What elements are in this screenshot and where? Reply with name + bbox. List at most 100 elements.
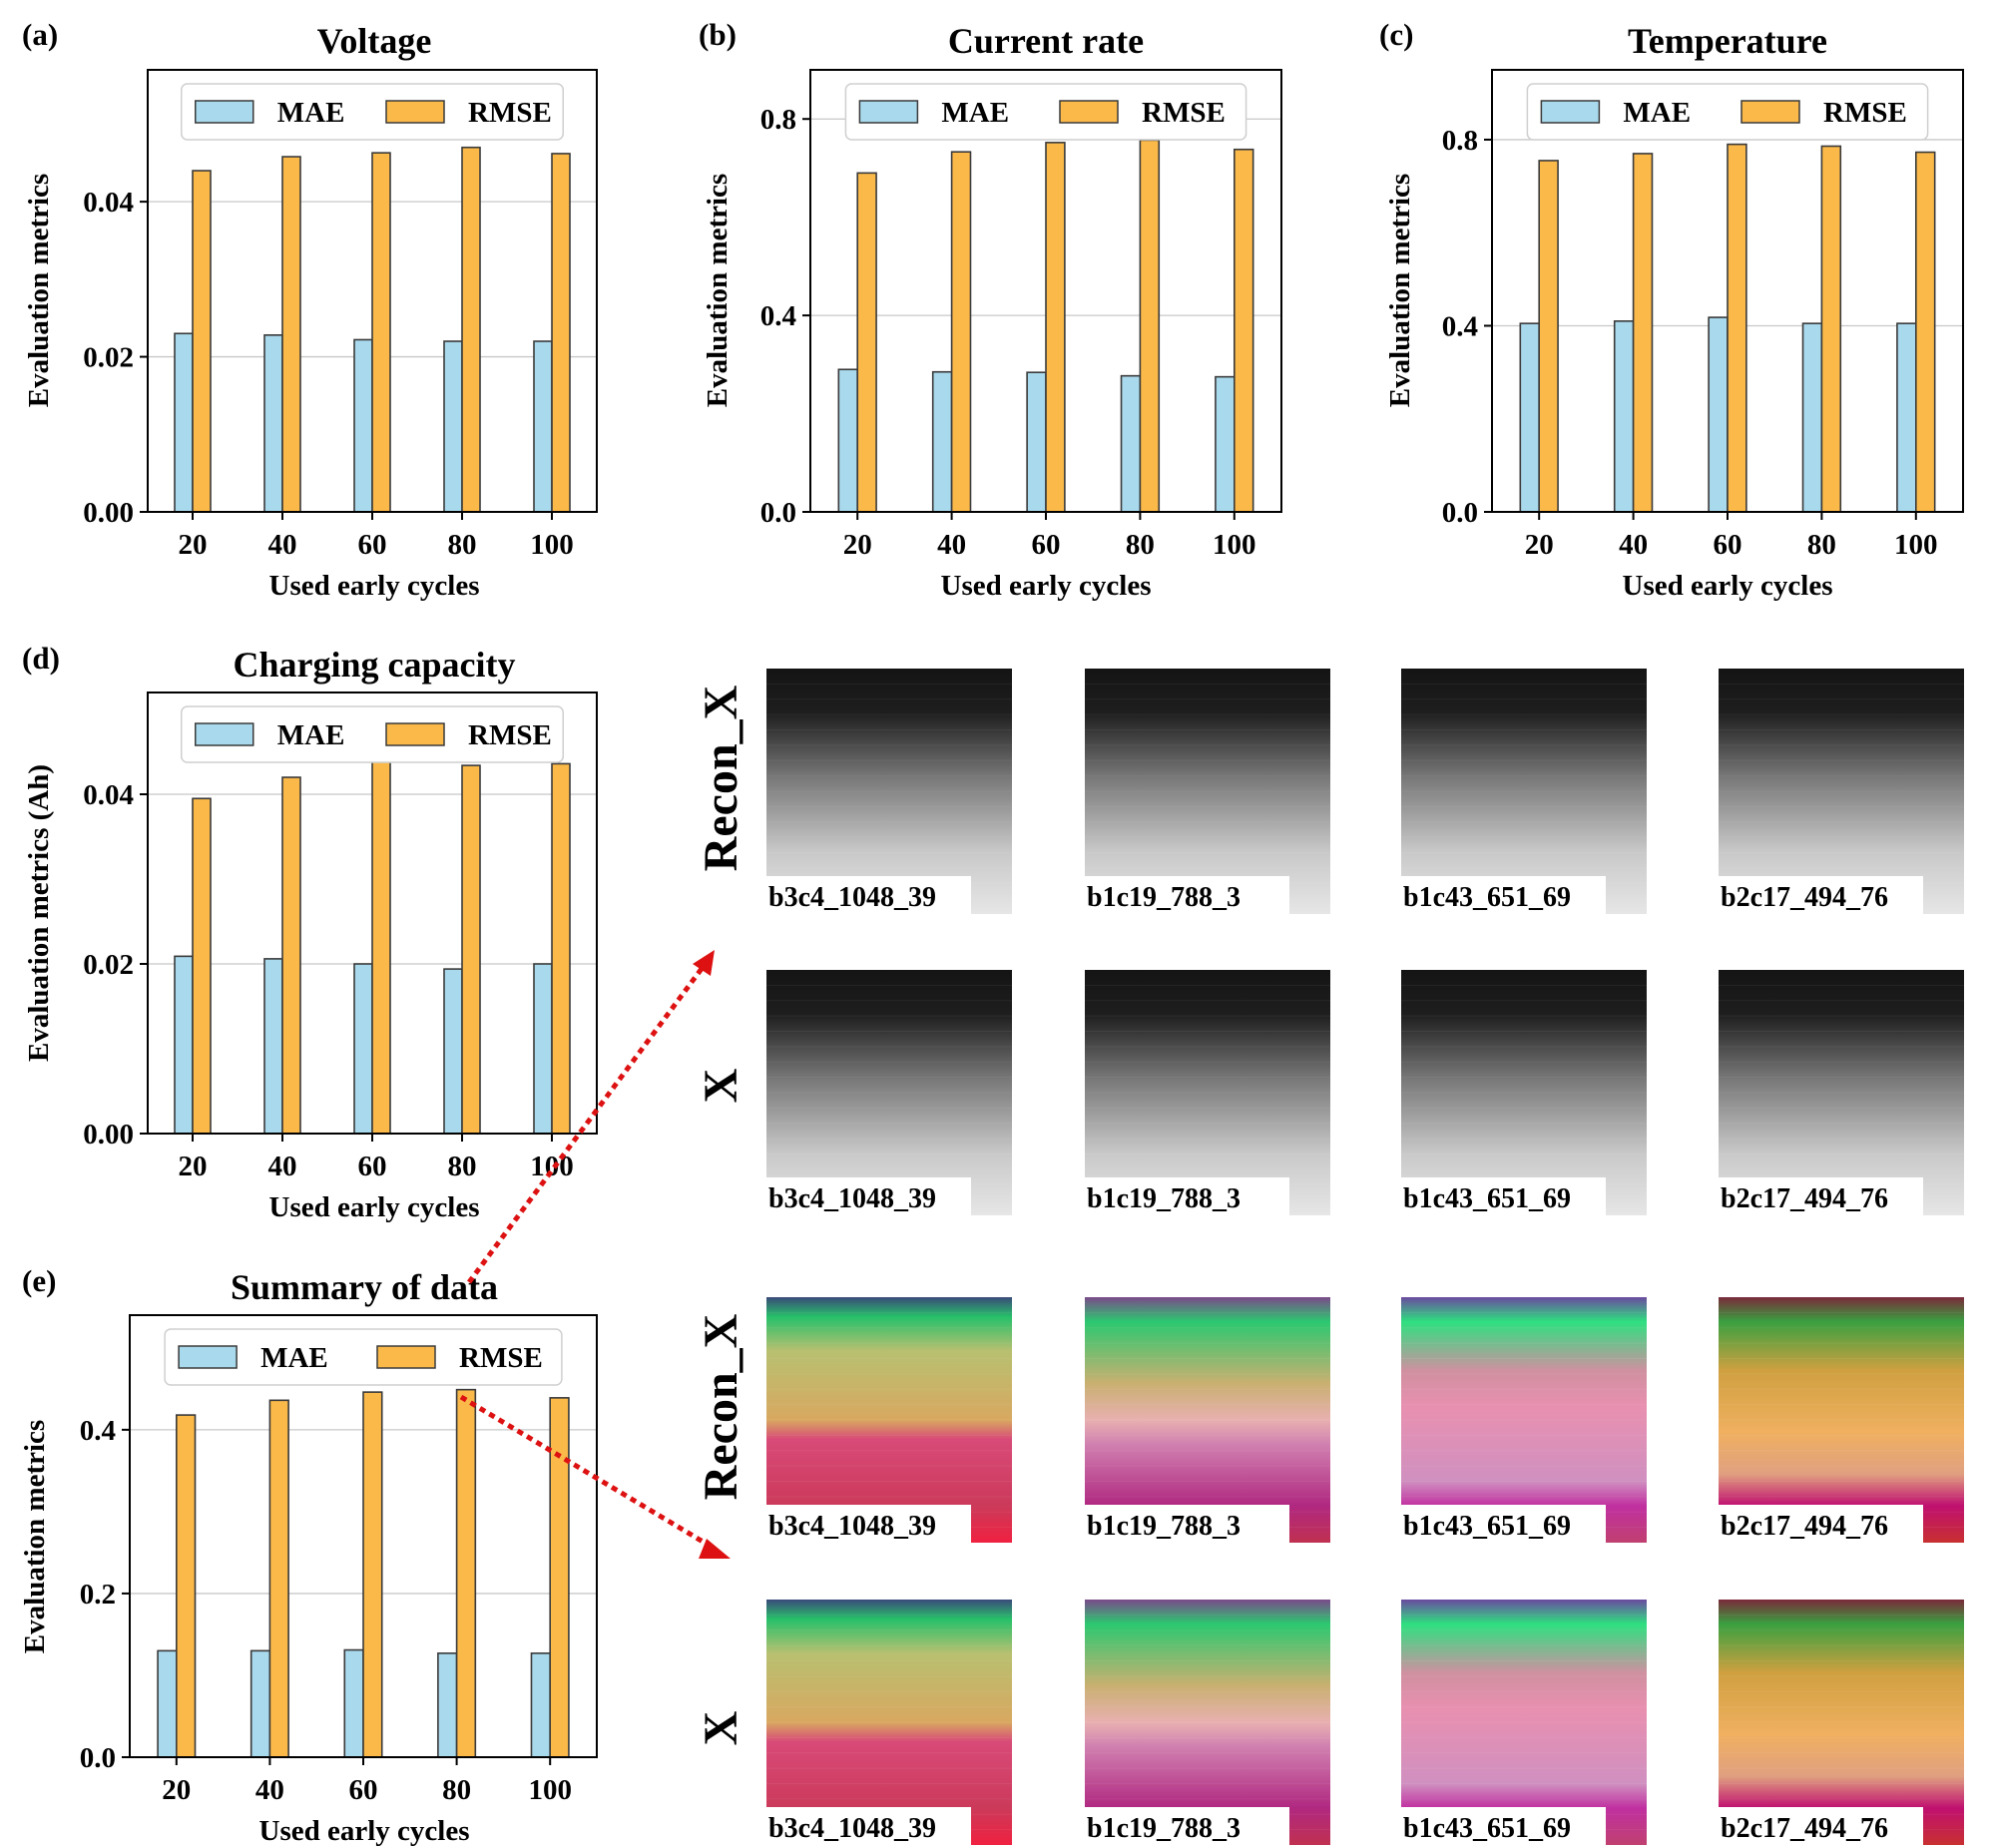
x-tick-label: 80 (448, 1151, 477, 1182)
legend-swatch-mae (195, 100, 254, 124)
row-label: X (695, 1710, 747, 1745)
connector-arrows (459, 950, 731, 1559)
panel-letter-d: (d) (22, 641, 60, 676)
axes-frame (147, 692, 598, 1135)
mae-bar-100 (533, 340, 553, 513)
sample-label: b1c43_651_69 (1403, 1511, 1571, 1542)
rmse-bar-60 (1045, 142, 1066, 513)
x-axis-label: Used early cycles (269, 1191, 480, 1223)
x-tick-label: 40 (255, 1774, 284, 1806)
rmse-bar-100 (551, 762, 571, 1135)
sample-label: b3c4_1048_39 (768, 882, 936, 913)
arrow-to-gray-row (466, 960, 710, 1284)
charging-capacity-chart: (d) Charging capacity 0.00 0.02 0.04 20 40 60… (22, 641, 598, 1223)
y-tick-label: 0.0 (760, 497, 796, 529)
y-tick-label: 0.0 (1442, 497, 1478, 529)
plot-area: 0.00 0.02 0.04 20 40 60 80 100 MAE RMSE (83, 69, 598, 561)
rmse-bar-40 (268, 1399, 289, 1758)
legend-box (1526, 83, 1929, 141)
temperature-chart: (c) Temperature 0.0 0.4 0.8 20 40 60 80 100 MAE R… (1379, 17, 1964, 602)
rmse-bar-80 (455, 1388, 477, 1758)
x-tick-label: 80 (1126, 529, 1155, 561)
legend-swatch-rmse (385, 100, 445, 124)
y-tick-label: 0.04 (83, 779, 134, 811)
heatmap-tile (1401, 669, 1647, 914)
y-axis-label: Evaluation metrics (Ah) (23, 764, 55, 1062)
legend-label-rmse: RMSE (1823, 97, 1907, 129)
row-label: Recon_X (695, 1313, 747, 1500)
plot-area: 0.00 0.02 0.04 20 40 60 80 100 MAE RMSE (83, 692, 598, 1182)
panel-letter-e: (e) (22, 1263, 56, 1298)
plot-area: 0.0 0.4 0.8 20 40 60 80 100 MAE RMSE (1442, 69, 1964, 561)
sample-image: b1c43_651_69 (1401, 669, 1647, 914)
sample-image: b1c19_788_3 (1085, 970, 1330, 1215)
mae-bar-60 (353, 963, 373, 1135)
row-label: X (695, 1068, 747, 1103)
x-tick-label: 60 (358, 1151, 387, 1182)
y-tick-label: 0.4 (1442, 310, 1478, 342)
rmse-bar-100 (551, 153, 571, 513)
heatmap-tile (1401, 1297, 1647, 1543)
x-tick-label: 20 (162, 1774, 191, 1806)
panel-letter-c: (c) (1379, 17, 1413, 52)
sample-image: b3c4_1048_39 (766, 1600, 1012, 1845)
label-backdrop (1085, 876, 1289, 914)
x-tick-label: 20 (843, 529, 872, 561)
heatmap-tile (1401, 1600, 1647, 1845)
mae-bar-40 (249, 1649, 271, 1758)
chart-title: Current rate (948, 21, 1144, 61)
rmse-bar-100 (549, 1397, 570, 1758)
rmse-bar-20 (192, 797, 212, 1135)
x-tick-label: 60 (349, 1774, 378, 1806)
rmse-bar-100 (1915, 151, 1936, 513)
legend-label-mae: MAE (941, 97, 1009, 129)
heatmap-tile (1719, 1297, 1964, 1543)
plot-area: 0.0 0.2 0.4 20 40 60 80 100 MAE RMSE (80, 1314, 598, 1806)
x-tick-label: 40 (268, 529, 297, 561)
legend-swatch-mae (178, 1345, 238, 1369)
legend-swatch-rmse (1740, 100, 1800, 124)
mae-bar-100 (533, 963, 553, 1135)
rmse-bar-40 (950, 151, 972, 513)
legend-box (181, 83, 564, 141)
mae-bar-80 (1801, 322, 1823, 513)
heatmap-tile (766, 1297, 1012, 1543)
rmse-bar-100 (1234, 148, 1254, 513)
heatmap-tile (1085, 970, 1330, 1215)
heatmap-tile (1719, 1600, 1964, 1845)
x-tick-label: 80 (442, 1774, 471, 1806)
heatmap-tile (766, 669, 1012, 914)
x-tick-label: 100 (1213, 529, 1256, 561)
rmse-bar-40 (1632, 153, 1654, 513)
sample-label: b3c4_1048_39 (768, 1813, 936, 1844)
x-tick-label: 40 (268, 1151, 297, 1182)
y-tick-label: 0.4 (760, 300, 796, 332)
label-backdrop (766, 876, 971, 914)
mae-bar-60 (1026, 371, 1047, 513)
mae-bar-20 (1519, 322, 1540, 513)
current-rate-chart: (b) Current rate 0.0 0.4 0.8 20 40 60 80 100 MAE… (699, 17, 1282, 602)
label-backdrop (1085, 1807, 1289, 1845)
sample-label: b1c43_651_69 (1403, 882, 1571, 913)
rmse-bar-60 (371, 760, 391, 1135)
legend-label-rmse: RMSE (459, 1342, 543, 1374)
x-tick-label: 100 (530, 529, 574, 561)
mae-bar-80 (443, 340, 463, 513)
mae-bar-60 (1708, 316, 1729, 513)
sample-image: b2c17_494_76 (1719, 1600, 1964, 1845)
y-tick-label: 0.02 (83, 949, 134, 981)
heatmap-tile (1719, 669, 1964, 914)
rmse-bar-60 (1727, 143, 1747, 513)
sample-image: b3c4_1048_39 (766, 669, 1012, 914)
x-tick-label: 40 (937, 529, 966, 561)
sample-image: b2c17_494_76 (1719, 1297, 1964, 1543)
x-tick-label: 20 (1525, 529, 1554, 561)
mae-bar-100 (530, 1652, 551, 1758)
mae-bar-80 (443, 968, 463, 1135)
legend: MAE RMSE (181, 705, 564, 763)
heatmap-tile (1085, 1297, 1330, 1543)
x-tick-label: 100 (530, 1151, 574, 1182)
y-tick-label: 0.4 (80, 1415, 116, 1447)
label-backdrop (1719, 1177, 1923, 1215)
